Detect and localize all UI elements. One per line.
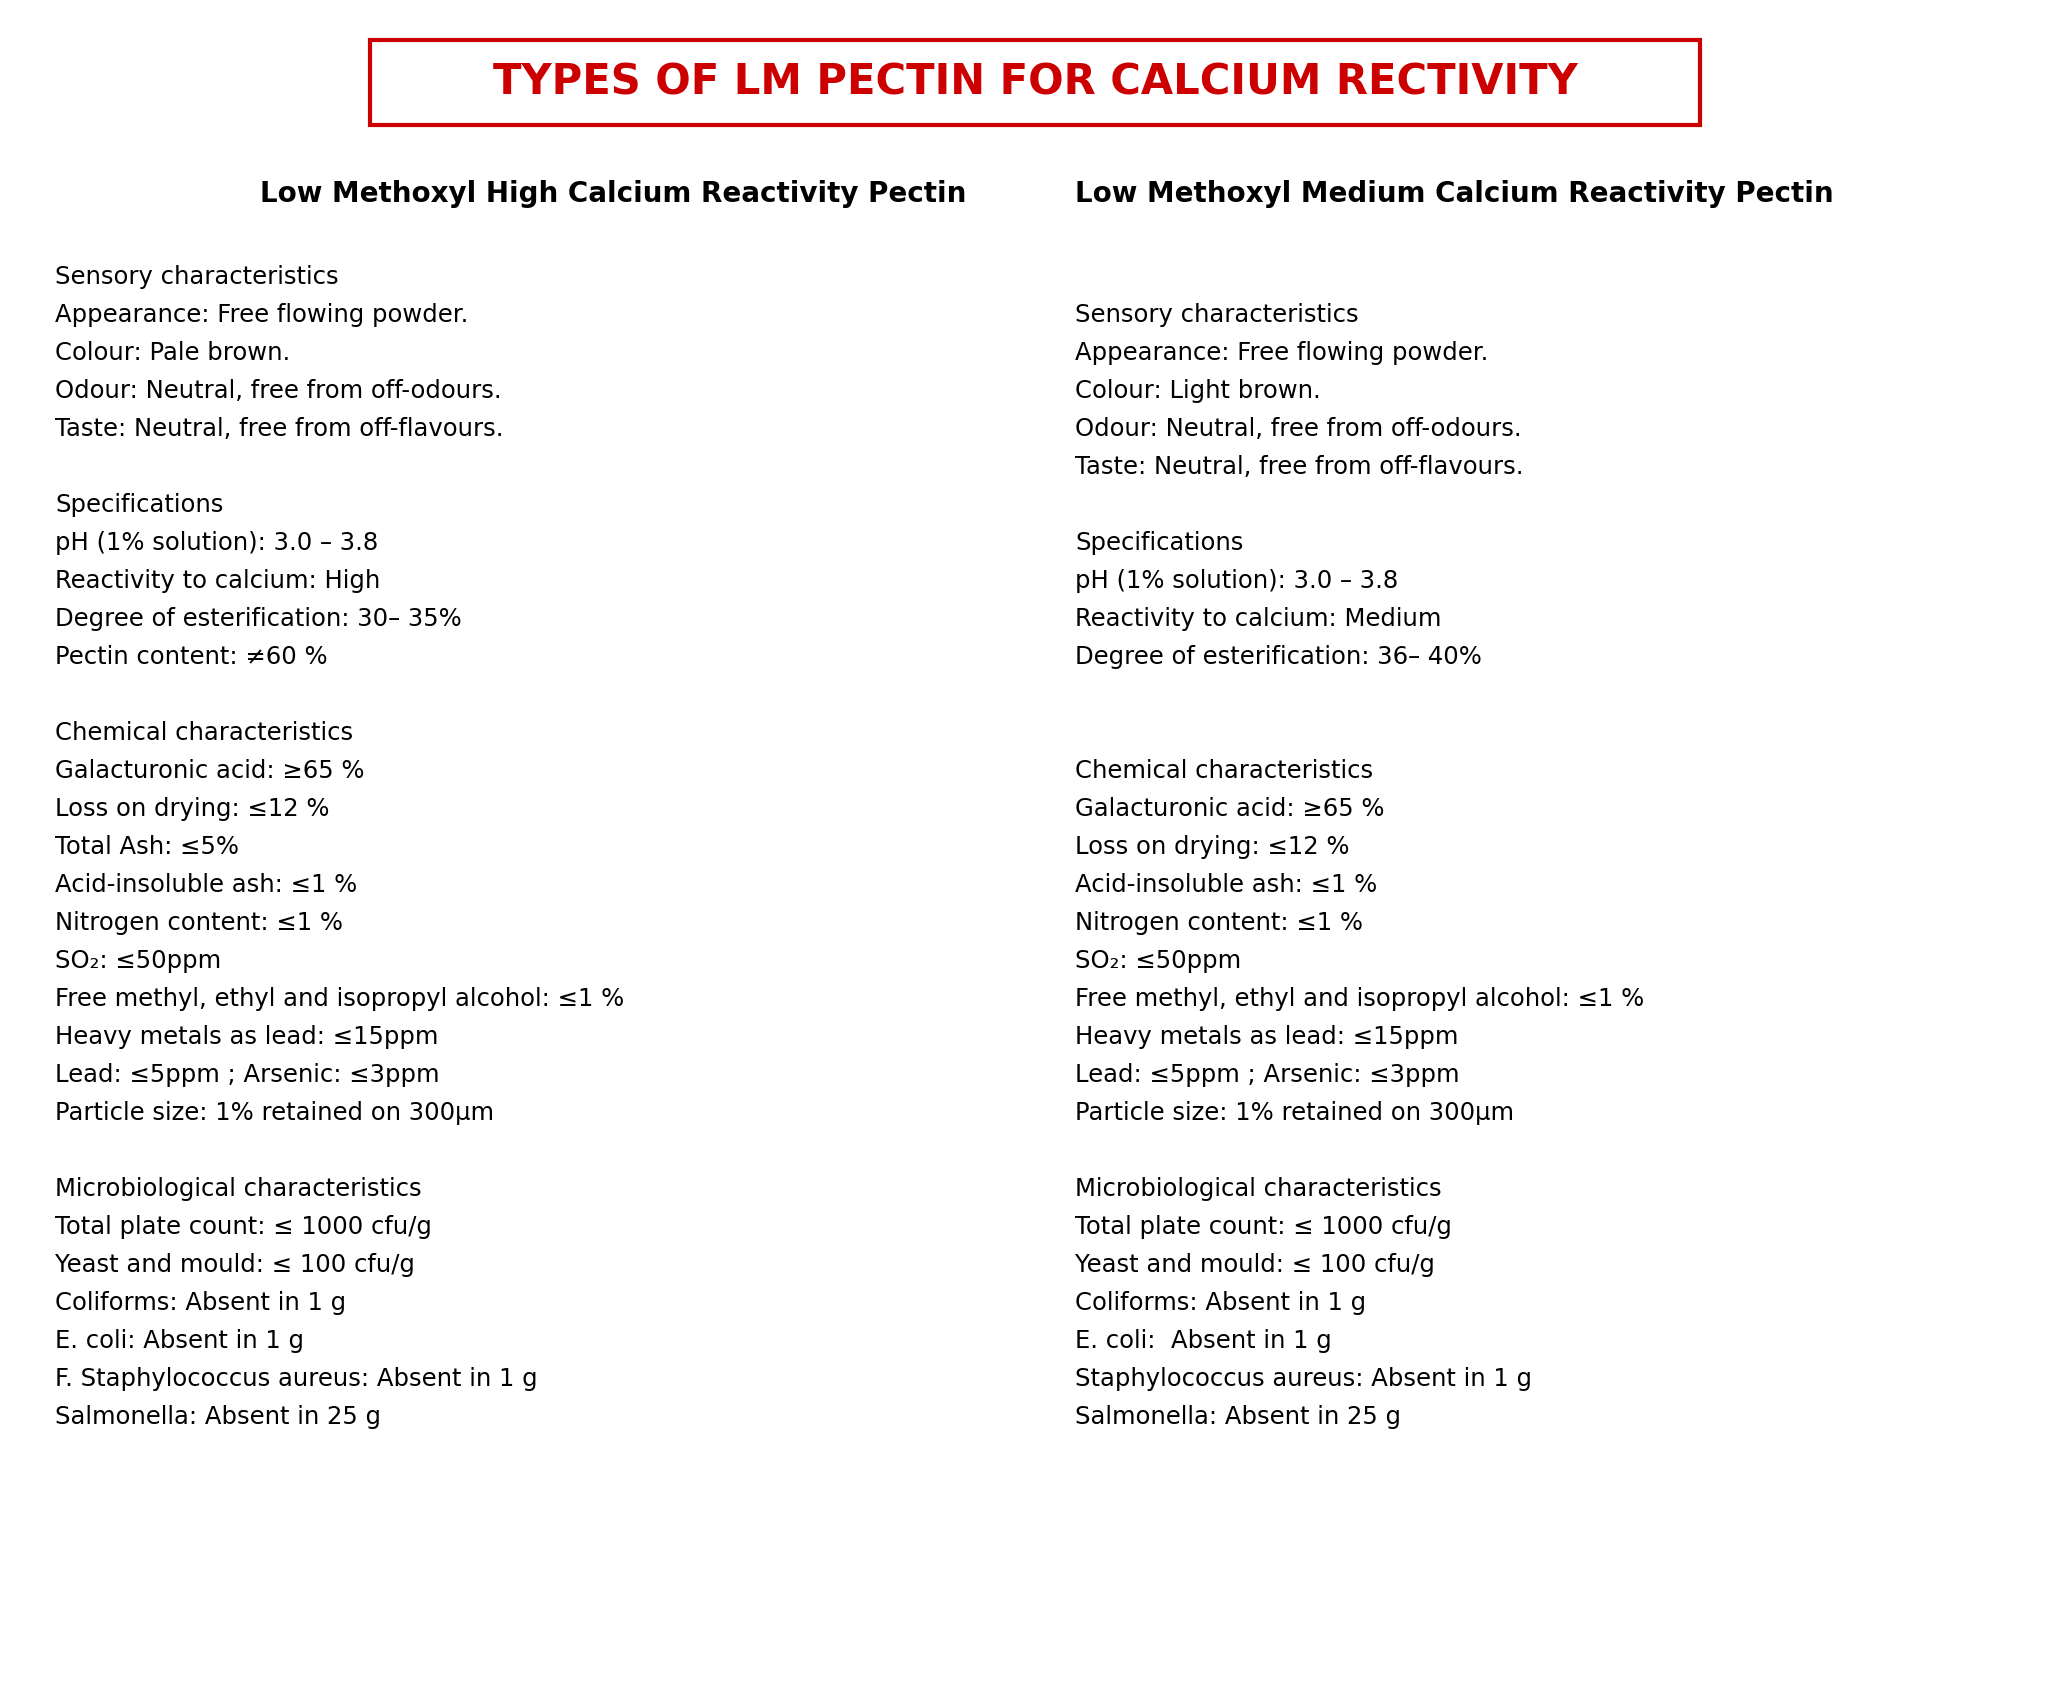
Text: Heavy metals as lead: ≤15ppm: Heavy metals as lead: ≤15ppm — [55, 1025, 438, 1049]
Text: Degree of esterification: 30– 35%: Degree of esterification: 30– 35% — [55, 607, 462, 631]
Text: Loss on drying: ≤12 %: Loss on drying: ≤12 % — [1075, 835, 1350, 858]
Text: Microbiological characteristics: Microbiological characteristics — [55, 1176, 421, 1200]
Text: Colour: Light brown.: Colour: Light brown. — [1075, 379, 1321, 403]
Text: Microbiological characteristics: Microbiological characteristics — [1075, 1176, 1443, 1200]
Text: Coliforms: Absent in 1 g: Coliforms: Absent in 1 g — [1075, 1290, 1367, 1316]
Text: Galacturonic acid: ≥65 %: Galacturonic acid: ≥65 % — [55, 758, 364, 784]
Text: Acid-insoluble ash: ≤1 %: Acid-insoluble ash: ≤1 % — [1075, 874, 1377, 898]
FancyBboxPatch shape — [370, 41, 1699, 126]
Text: Degree of esterification: 36– 40%: Degree of esterification: 36– 40% — [1075, 644, 1482, 670]
Text: Acid-insoluble ash: ≤1 %: Acid-insoluble ash: ≤1 % — [55, 874, 358, 898]
Text: Chemical characteristics: Chemical characteristics — [1075, 758, 1373, 784]
Text: Particle size: 1% retained on 300μm: Particle size: 1% retained on 300μm — [55, 1102, 493, 1125]
Text: Total plate count: ≤ 1000 cfu/g: Total plate count: ≤ 1000 cfu/g — [1075, 1216, 1453, 1239]
Text: Particle size: 1% retained on 300μm: Particle size: 1% retained on 300μm — [1075, 1102, 1515, 1125]
Text: Yeast and mould: ≤ 100 cfu/g: Yeast and mould: ≤ 100 cfu/g — [55, 1253, 415, 1277]
Text: TYPES OF LM PECTIN FOR CALCIUM RECTIVITY: TYPES OF LM PECTIN FOR CALCIUM RECTIVITY — [493, 61, 1578, 104]
Text: Reactivity to calcium: Medium: Reactivity to calcium: Medium — [1075, 607, 1441, 631]
Text: Taste: Neutral, free from off-flavours.: Taste: Neutral, free from off-flavours. — [55, 416, 503, 440]
Text: Nitrogen content: ≤1 %: Nitrogen content: ≤1 % — [1075, 911, 1362, 935]
Text: Free methyl, ethyl and isopropyl alcohol: ≤1 %: Free methyl, ethyl and isopropyl alcohol… — [1075, 988, 1644, 1012]
Text: Sensory characteristics: Sensory characteristics — [1075, 303, 1358, 326]
Text: Nitrogen content: ≤1 %: Nitrogen content: ≤1 % — [55, 911, 343, 935]
Text: Specifications: Specifications — [1075, 530, 1243, 554]
Text: Colour: Pale brown.: Colour: Pale brown. — [55, 342, 290, 366]
Text: pH (1% solution): 3.0 – 3.8: pH (1% solution): 3.0 – 3.8 — [1075, 570, 1397, 593]
Text: SO₂: ≤50ppm: SO₂: ≤50ppm — [1075, 949, 1241, 972]
Text: pH (1% solution): 3.0 – 3.8: pH (1% solution): 3.0 – 3.8 — [55, 530, 378, 554]
Text: Appearance: Free flowing powder.: Appearance: Free flowing powder. — [1075, 342, 1488, 366]
Text: Staphylococcus aureus: Absent in 1 g: Staphylococcus aureus: Absent in 1 g — [1075, 1367, 1531, 1391]
Text: E. coli:  Absent in 1 g: E. coli: Absent in 1 g — [1075, 1329, 1332, 1353]
Text: Heavy metals as lead: ≤15ppm: Heavy metals as lead: ≤15ppm — [1075, 1025, 1459, 1049]
Text: Taste: Neutral, free from off-flavours.: Taste: Neutral, free from off-flavours. — [1075, 456, 1523, 479]
Text: Yeast and mould: ≤ 100 cfu/g: Yeast and mould: ≤ 100 cfu/g — [1075, 1253, 1434, 1277]
Text: Appearance: Free flowing powder.: Appearance: Free flowing powder. — [55, 303, 469, 326]
Text: Specifications: Specifications — [55, 493, 224, 517]
Text: Free methyl, ethyl and isopropyl alcohol: ≤1 %: Free methyl, ethyl and isopropyl alcohol… — [55, 988, 625, 1012]
Text: Sensory characteristics: Sensory characteristics — [55, 265, 339, 289]
Text: Chemical characteristics: Chemical characteristics — [55, 721, 353, 745]
Text: Odour: Neutral, free from off-odours.: Odour: Neutral, free from off-odours. — [55, 379, 501, 403]
Text: Loss on drying: ≤12 %: Loss on drying: ≤12 % — [55, 797, 329, 821]
Text: Total Ash: ≤5%: Total Ash: ≤5% — [55, 835, 238, 858]
Text: Odour: Neutral, free from off-odours.: Odour: Neutral, free from off-odours. — [1075, 416, 1521, 440]
Text: Total plate count: ≤ 1000 cfu/g: Total plate count: ≤ 1000 cfu/g — [55, 1216, 432, 1239]
Text: Lead: ≤5ppm ; Arsenic: ≤3ppm: Lead: ≤5ppm ; Arsenic: ≤3ppm — [55, 1062, 440, 1086]
Text: Low Methoxyl High Calcium Reactivity Pectin: Low Methoxyl High Calcium Reactivity Pec… — [261, 180, 966, 207]
Text: Pectin content: ≠60 %: Pectin content: ≠60 % — [55, 644, 327, 670]
Text: Reactivity to calcium: High: Reactivity to calcium: High — [55, 570, 380, 593]
Text: Lead: ≤5ppm ; Arsenic: ≤3ppm: Lead: ≤5ppm ; Arsenic: ≤3ppm — [1075, 1062, 1459, 1086]
Text: Salmonella: Absent in 25 g: Salmonella: Absent in 25 g — [55, 1404, 380, 1430]
Text: Low Methoxyl Medium Calcium Reactivity Pectin: Low Methoxyl Medium Calcium Reactivity P… — [1075, 180, 1833, 207]
Text: Salmonella: Absent in 25 g: Salmonella: Absent in 25 g — [1075, 1404, 1402, 1430]
Text: E. coli: Absent in 1 g: E. coli: Absent in 1 g — [55, 1329, 304, 1353]
Text: SO₂: ≤50ppm: SO₂: ≤50ppm — [55, 949, 222, 972]
Text: Galacturonic acid: ≥65 %: Galacturonic acid: ≥65 % — [1075, 797, 1385, 821]
Text: F. Staphylococcus aureus: Absent in 1 g: F. Staphylococcus aureus: Absent in 1 g — [55, 1367, 538, 1391]
Text: Coliforms: Absent in 1 g: Coliforms: Absent in 1 g — [55, 1290, 345, 1316]
